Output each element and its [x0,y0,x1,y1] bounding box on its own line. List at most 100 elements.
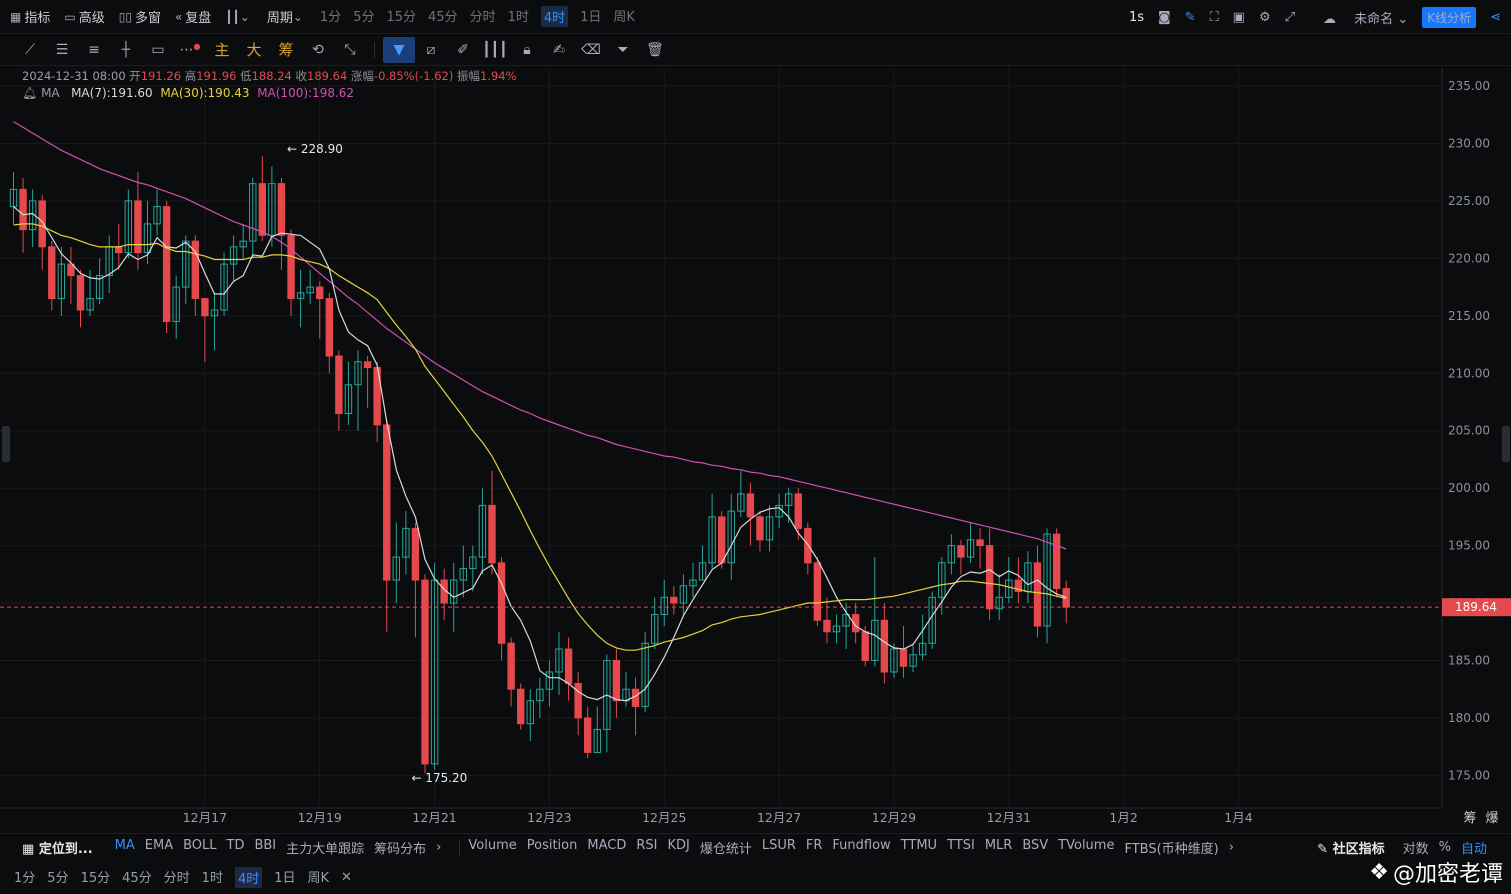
auto-scale-toggle[interactable]: 自动 [1460,842,1487,857]
bottom-interval-7[interactable]: 1日 [274,870,296,886]
candle-body [842,614,850,627]
sub-indicator-2[interactable]: MACD [587,838,627,853]
interval-8[interactable]: 周K [613,10,635,25]
ma-name[interactable]: MA [41,86,60,100]
interval-6[interactable]: 4时 [540,6,569,27]
chevron-right-icon[interactable]: › [436,840,442,855]
divider [459,839,461,856]
sub-indicator-5[interactable]: 爆仓统计 [699,842,752,857]
interval-7[interactable]: 1日 [580,10,602,25]
candle-body [593,728,601,753]
fullscreen-icon[interactable]: ⤢ [1284,9,1296,25]
edit-icon[interactable]: ✍ [553,41,565,58]
bottom-interval-2[interactable]: 15分 [80,870,111,886]
candle-body [287,234,295,300]
interval-0[interactable]: 1分 [319,10,342,25]
cloud-layout-button[interactable]: ☁ 未命名 ⌄ [1323,11,1409,27]
pen-icon[interactable]: ✎ [1184,9,1196,25]
sub-indicator-12[interactable]: BSV [1022,838,1049,853]
bottom-interval-0[interactable]: 1分 [14,870,36,886]
chevron-right-icon[interactable]: › [1228,840,1234,855]
ma100-line [13,121,1067,550]
more-tools-icon[interactable]: ⋯● [179,41,201,58]
candle-body [220,263,228,311]
sub-indicator-3[interactable]: RSI [636,838,658,853]
big-order-button[interactable]: 大 [246,41,262,59]
horizontal-lines-icon[interactable]: ≡ [88,41,100,58]
bottom-interval-1[interactable]: 5分 [47,870,69,886]
candle-body [28,200,37,231]
ruler-icon[interactable]: ⧄ [426,41,436,58]
sub-indicator-13[interactable]: TVolume [1058,838,1115,853]
trash-icon[interactable]: 🗑︎ [646,41,664,58]
multi-window-button[interactable]: ▯▯ 多窗 [118,9,161,27]
sub-indicator-0[interactable]: Volume [468,838,517,853]
candles-icon[interactable]: ┃┃┃ [482,41,508,58]
bottom-interval-4[interactable]: 分时 [163,870,190,886]
bottom-interval-3[interactable]: 45分 [122,870,152,886]
interval-2[interactable]: 15分 [386,10,417,25]
info-high: 191.96 [196,69,237,83]
sub-indicator-8[interactable]: Fundflow [832,838,891,853]
cross-line-icon[interactable]: ┼ [121,41,131,58]
share-icon[interactable]: ⋖ [1490,9,1501,25]
alert-bell-icon[interactable]: 🔔︎ [22,86,38,100]
close-icon[interactable]: ✕ [341,869,352,885]
candlestick-chart[interactable]: 175.00180.00185.00190.00195.00200.00205.… [0,68,1511,833]
sub-indicator-7[interactable]: FR [805,838,823,853]
main-force-button[interactable]: 主 [214,41,230,59]
sub-indicator-11[interactable]: MLR [984,838,1013,853]
interval-3[interactable]: 45分 [428,10,458,25]
template-icon[interactable]: ▣ [1232,9,1245,25]
percent-scale-toggle[interactable]: % [1438,840,1451,855]
sub-indicator-9[interactable]: TTMU [900,838,938,853]
left-panel-handle[interactable] [2,426,10,462]
community-indicator-button[interactable]: ✎ 社区指标 [1317,842,1385,857]
replay-button[interactable]: «复盘 [174,9,212,27]
log-scale-toggle[interactable]: 对数 [1402,842,1429,857]
lock-icon[interactable]: 🔒︎ [523,41,531,58]
sub-indicator-14[interactable]: FTBS(币种维度) [1124,842,1219,857]
measure-icon[interactable]: ⤡ [344,41,356,58]
indicator-2[interactable]: BOLL [183,838,217,853]
trend-line-icon[interactable]: ⟋ [25,41,35,58]
bookmark-icon[interactable]: ▼ [383,36,415,63]
right-panel-handle[interactable] [1502,426,1510,462]
indicator-button[interactable]: ▦ 指标 [10,9,51,27]
indicator-3[interactable]: TD [226,838,245,853]
candle-type-button[interactable]: ┃┃⌄ [225,10,253,24]
kline-analysis-button[interactable]: K线分析 [1422,6,1477,28]
filter-icon[interactable]: ⏷ [617,41,629,58]
candle-body [296,292,305,300]
bottom-interval-8[interactable]: 周K [307,870,330,886]
bottom-interval-list: 1分 5分 15分 45分 分时 1时 4时 1日 周K [14,866,341,888]
bottom-interval-5[interactable]: 1时 [201,870,223,886]
sub-indicator-10[interactable]: TTSI [947,838,975,853]
period-dropdown[interactable]: 周期 ⌄ [266,9,303,27]
speed-button[interactable]: 1s [1128,9,1145,25]
crop-icon[interactable]: ⛶ [1209,9,1219,25]
eraser-icon[interactable]: ⌫ [581,41,601,58]
sub-indicator-6[interactable]: LSUR [761,838,796,853]
bottom-interval-6[interactable]: 4时 [234,866,263,888]
magnet-icon[interactable]: ⟲ [312,41,324,58]
sub-indicator-4[interactable]: KDJ [667,838,690,853]
chip-button[interactable]: 筹 [278,41,294,59]
indicator-4[interactable]: BBI [254,838,277,853]
parallel-lines-icon[interactable]: ☰ [55,41,69,58]
indicator-6[interactable]: 筹码分布 [374,842,427,857]
interval-1[interactable]: 5分 [353,10,375,25]
candle-body [995,596,1003,610]
interval-4[interactable]: 分时 [469,10,496,25]
camera-icon[interactable]: ◙ [1158,9,1171,25]
indicator-5[interactable]: 主力大单跟踪 [286,842,365,857]
locate-button[interactable]: ▦ 定位到... [22,842,93,857]
settings-icon[interactable]: ⚙ [1258,9,1271,25]
sub-indicator-1[interactable]: Position [526,838,578,853]
advanced-button[interactable]: ▭ 高级 [64,9,105,27]
indicator-1[interactable]: EMA [144,838,174,853]
indicator-0[interactable]: MA [114,838,135,853]
interval-5[interactable]: 1时 [507,10,529,25]
brush-icon[interactable]: ✐ [457,41,469,58]
rectangle-icon[interactable]: ▭ [151,41,165,58]
